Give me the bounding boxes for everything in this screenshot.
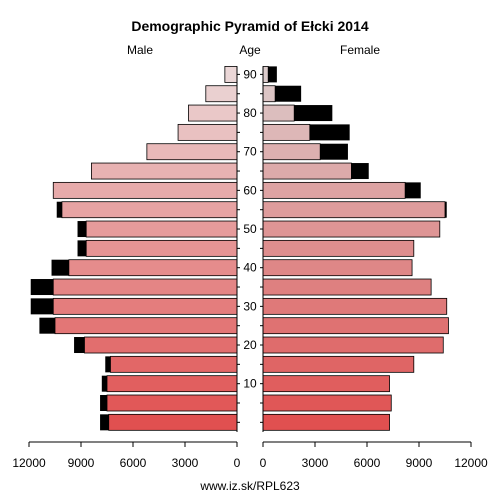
female-bar-90+ bbox=[262, 65, 269, 83]
male-bar-40-44 bbox=[68, 259, 238, 277]
female-x-tick-label: 3000 bbox=[302, 456, 329, 470]
male-x-tick-label: 9000 bbox=[68, 456, 95, 470]
male-bar-65-69 bbox=[91, 162, 238, 180]
male-excess-bar-20-24 bbox=[74, 337, 85, 354]
female-bar-75-79 bbox=[262, 123, 311, 141]
age-tick-label: 70 bbox=[243, 145, 257, 159]
male-bar-90+ bbox=[224, 65, 238, 83]
male-bar-10-14 bbox=[106, 375, 238, 393]
male-bar-0-4 bbox=[108, 413, 238, 431]
male-excess-bar-30-34 bbox=[30, 298, 54, 315]
male-excess-bar-5-9 bbox=[100, 395, 107, 412]
age-tick-label: 40 bbox=[243, 261, 257, 275]
age-tick-label: 20 bbox=[243, 338, 257, 352]
age-label: Age bbox=[239, 43, 261, 57]
age-tick-label: 60 bbox=[243, 183, 257, 197]
male-bar-25-29 bbox=[54, 317, 238, 335]
male-bars bbox=[30, 65, 238, 431]
female-bar-55-59 bbox=[262, 201, 446, 219]
age-tick-label: 10 bbox=[243, 377, 257, 391]
male-bar-30-34 bbox=[52, 297, 238, 315]
female-bar-65-69 bbox=[262, 162, 352, 180]
female-bar-50-54 bbox=[262, 220, 441, 238]
male-excess-bar-0-4 bbox=[100, 414, 109, 431]
male-x-tick-label: 12000 bbox=[12, 456, 46, 470]
male-excess-bar-15-19 bbox=[105, 356, 111, 373]
female-bar-70-74 bbox=[262, 143, 321, 161]
male-bar-60-64 bbox=[52, 181, 238, 199]
male-bar-45-49 bbox=[85, 239, 238, 257]
male-x-tick-label: 6000 bbox=[120, 456, 147, 470]
male-excess-bar-35-39 bbox=[30, 279, 54, 296]
male-excess-bar-45-49 bbox=[77, 240, 87, 257]
male-bar-5-9 bbox=[106, 394, 238, 412]
female-bar-5-9 bbox=[262, 394, 392, 412]
female-bar-20-24 bbox=[262, 336, 444, 354]
age-tick-label: 50 bbox=[243, 222, 257, 236]
chart-title: Demographic Pyramid of Ełcki 2014 bbox=[131, 18, 369, 34]
female-bar-15-19 bbox=[262, 355, 415, 373]
male-x-tick-label: 0 bbox=[234, 456, 241, 470]
female-bar-85-89 bbox=[262, 85, 276, 103]
age-tick-label: 30 bbox=[243, 299, 257, 313]
age-tick-label: 90 bbox=[243, 67, 257, 81]
female-excess-bar-85-89 bbox=[275, 85, 302, 102]
age-tick-label: 80 bbox=[243, 106, 257, 120]
female-excess-bar-80-84 bbox=[294, 105, 333, 122]
female-bars bbox=[262, 65, 449, 431]
male-bar-70-74 bbox=[146, 143, 238, 161]
male-excess-bar-40-44 bbox=[51, 259, 69, 276]
male-label: Male bbox=[127, 43, 153, 57]
female-x-tick-label: 0 bbox=[260, 456, 267, 470]
female-excess-bar-55-59 bbox=[445, 201, 447, 218]
male-x-tick-label: 3000 bbox=[172, 456, 199, 470]
female-x-tick-label: 6000 bbox=[354, 456, 381, 470]
source-label: www.iz.sk/RPL623 bbox=[199, 479, 300, 493]
male-bar-75-79 bbox=[177, 123, 238, 141]
male-bar-35-39 bbox=[52, 278, 238, 296]
male-bar-55-59 bbox=[61, 201, 238, 219]
female-bar-45-49 bbox=[262, 239, 415, 257]
female-bar-80-84 bbox=[262, 104, 295, 122]
female-excess-bar-60-64 bbox=[405, 182, 421, 199]
female-excess-bar-90+ bbox=[268, 66, 277, 83]
female-bar-35-39 bbox=[262, 278, 432, 296]
female-bar-25-29 bbox=[262, 317, 449, 335]
male-bar-20-24 bbox=[84, 336, 238, 354]
female-excess-bar-65-69 bbox=[351, 163, 369, 180]
female-bar-30-34 bbox=[262, 297, 448, 315]
male-bar-85-89 bbox=[205, 85, 238, 103]
female-bar-0-4 bbox=[262, 413, 390, 431]
male-excess-bar-10-14 bbox=[101, 375, 107, 392]
female-bar-60-64 bbox=[262, 181, 406, 199]
female-bar-40-44 bbox=[262, 259, 413, 277]
male-excess-bar-25-29 bbox=[39, 317, 55, 334]
male-bar-80-84 bbox=[188, 104, 238, 122]
male-bar-15-19 bbox=[110, 355, 238, 373]
male-excess-bar-55-59 bbox=[56, 201, 62, 218]
male-excess-bar-50-54 bbox=[77, 221, 87, 238]
female-bar-10-14 bbox=[262, 375, 390, 393]
female-excess-bar-75-79 bbox=[309, 124, 350, 141]
female-x-tick-label: 9000 bbox=[406, 456, 433, 470]
female-excess-bar-70-74 bbox=[320, 143, 348, 160]
female-label: Female bbox=[340, 43, 380, 57]
male-bar-50-54 bbox=[85, 220, 238, 238]
female-x-tick-label: 12000 bbox=[454, 456, 488, 470]
